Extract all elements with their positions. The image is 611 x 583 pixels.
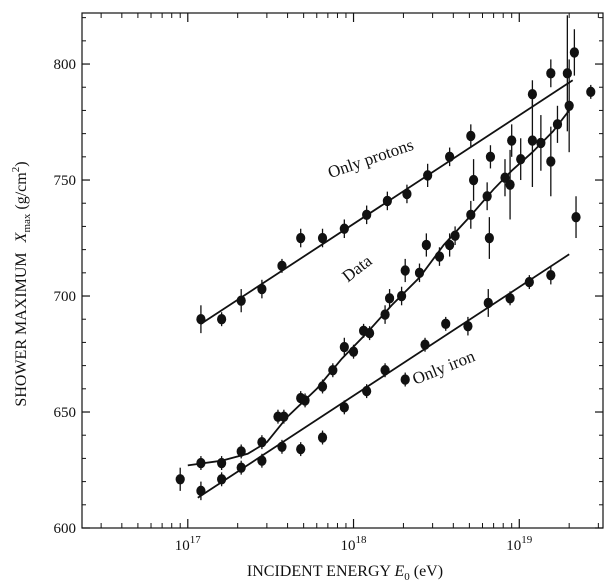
only-iron-point — [296, 443, 306, 455]
data-point — [414, 267, 425, 279]
only-iron-point — [420, 339, 430, 350]
data-point — [257, 436, 267, 448]
only-iron-point — [277, 441, 287, 453]
data-point — [400, 265, 410, 276]
data-point — [328, 365, 338, 376]
only-iron-point — [362, 385, 372, 397]
only-protons-point — [445, 151, 455, 163]
data-point — [236, 446, 246, 457]
only-iron-point — [257, 455, 267, 466]
only-iron-point — [505, 293, 515, 304]
only-iron-point — [483, 297, 493, 309]
data-points — [175, 15, 596, 501]
data-point — [527, 135, 537, 146]
only-iron-point — [217, 474, 227, 485]
only-protons-point — [236, 295, 246, 306]
only-protons-point — [362, 209, 372, 221]
only-iron-point — [236, 462, 246, 473]
only-iron-point — [196, 485, 206, 497]
only-iron-point — [400, 374, 410, 385]
only-iron-point — [441, 318, 451, 330]
data-point — [500, 172, 510, 183]
data-point — [279, 411, 289, 422]
only-iron-line — [197, 253, 570, 499]
only-protons-point — [296, 232, 306, 244]
data-point — [571, 211, 581, 223]
axes: 600 650 700 750 800 1017 1018 1019 — [54, 12, 604, 554]
only-iron-point — [339, 402, 349, 413]
data-point — [397, 290, 407, 302]
only-protons-point — [546, 68, 556, 79]
only-protons-point — [507, 135, 517, 146]
data-point — [484, 232, 494, 244]
data-point — [445, 239, 455, 251]
data-point — [384, 293, 395, 304]
data-point — [536, 137, 546, 149]
only-protons-point — [339, 223, 349, 234]
y-axis-label: SHOWER MAXIMUM Xmax (g/cm2) — [10, 161, 33, 406]
data-point — [175, 474, 185, 485]
only-protons-point — [562, 68, 572, 79]
data-point — [468, 174, 479, 186]
only-protons-point — [485, 151, 496, 163]
data-point — [217, 457, 227, 469]
only-iron-point — [317, 432, 328, 443]
data-point — [196, 457, 206, 469]
y-tick-label: 750 — [54, 173, 77, 189]
only-protons-point — [382, 195, 392, 207]
data-point — [421, 239, 431, 251]
only-iron-point — [546, 269, 556, 281]
data-point — [300, 395, 310, 406]
only-iron-point — [524, 276, 534, 288]
data-point — [339, 341, 349, 353]
x-tick-label: 1018 — [341, 534, 368, 554]
data-point — [450, 230, 460, 241]
data-point — [516, 153, 526, 165]
y-tick-label: 600 — [54, 521, 77, 537]
annotation-label: Data — [339, 251, 376, 286]
data-point — [482, 191, 492, 202]
data-point — [348, 346, 359, 357]
x-tick-label: 1019 — [506, 534, 533, 554]
data-point — [317, 381, 328, 392]
y-tick-label: 650 — [54, 405, 77, 421]
data-point — [434, 251, 445, 262]
x-tick-label: 1017 — [175, 534, 202, 554]
only-iron-point — [380, 365, 390, 376]
only-protons-point — [196, 314, 206, 325]
data-point — [364, 327, 375, 339]
only-protons-point — [217, 314, 227, 325]
x-axis-label: INCIDENT ENERGY E0 (eV) — [247, 563, 443, 583]
data-point — [552, 119, 563, 130]
only-protons-point — [402, 188, 412, 200]
only-protons-point — [277, 260, 287, 272]
y-tick-label: 800 — [54, 57, 77, 73]
annotation-label: Only protons — [325, 135, 416, 182]
only-protons-point — [466, 130, 476, 142]
only-protons-point — [569, 47, 579, 58]
plot-frame — [81, 12, 604, 529]
data-point — [564, 100, 574, 111]
data-point — [380, 309, 390, 320]
only-protons-point — [317, 232, 328, 244]
data-point — [505, 179, 515, 190]
only-iron-point — [463, 320, 473, 332]
data-point — [586, 86, 596, 98]
data-point — [466, 209, 476, 221]
data-point — [546, 156, 556, 167]
y-tick-label: 700 — [54, 289, 77, 305]
only-protons-point — [423, 170, 433, 181]
only-protons-point — [257, 283, 267, 295]
